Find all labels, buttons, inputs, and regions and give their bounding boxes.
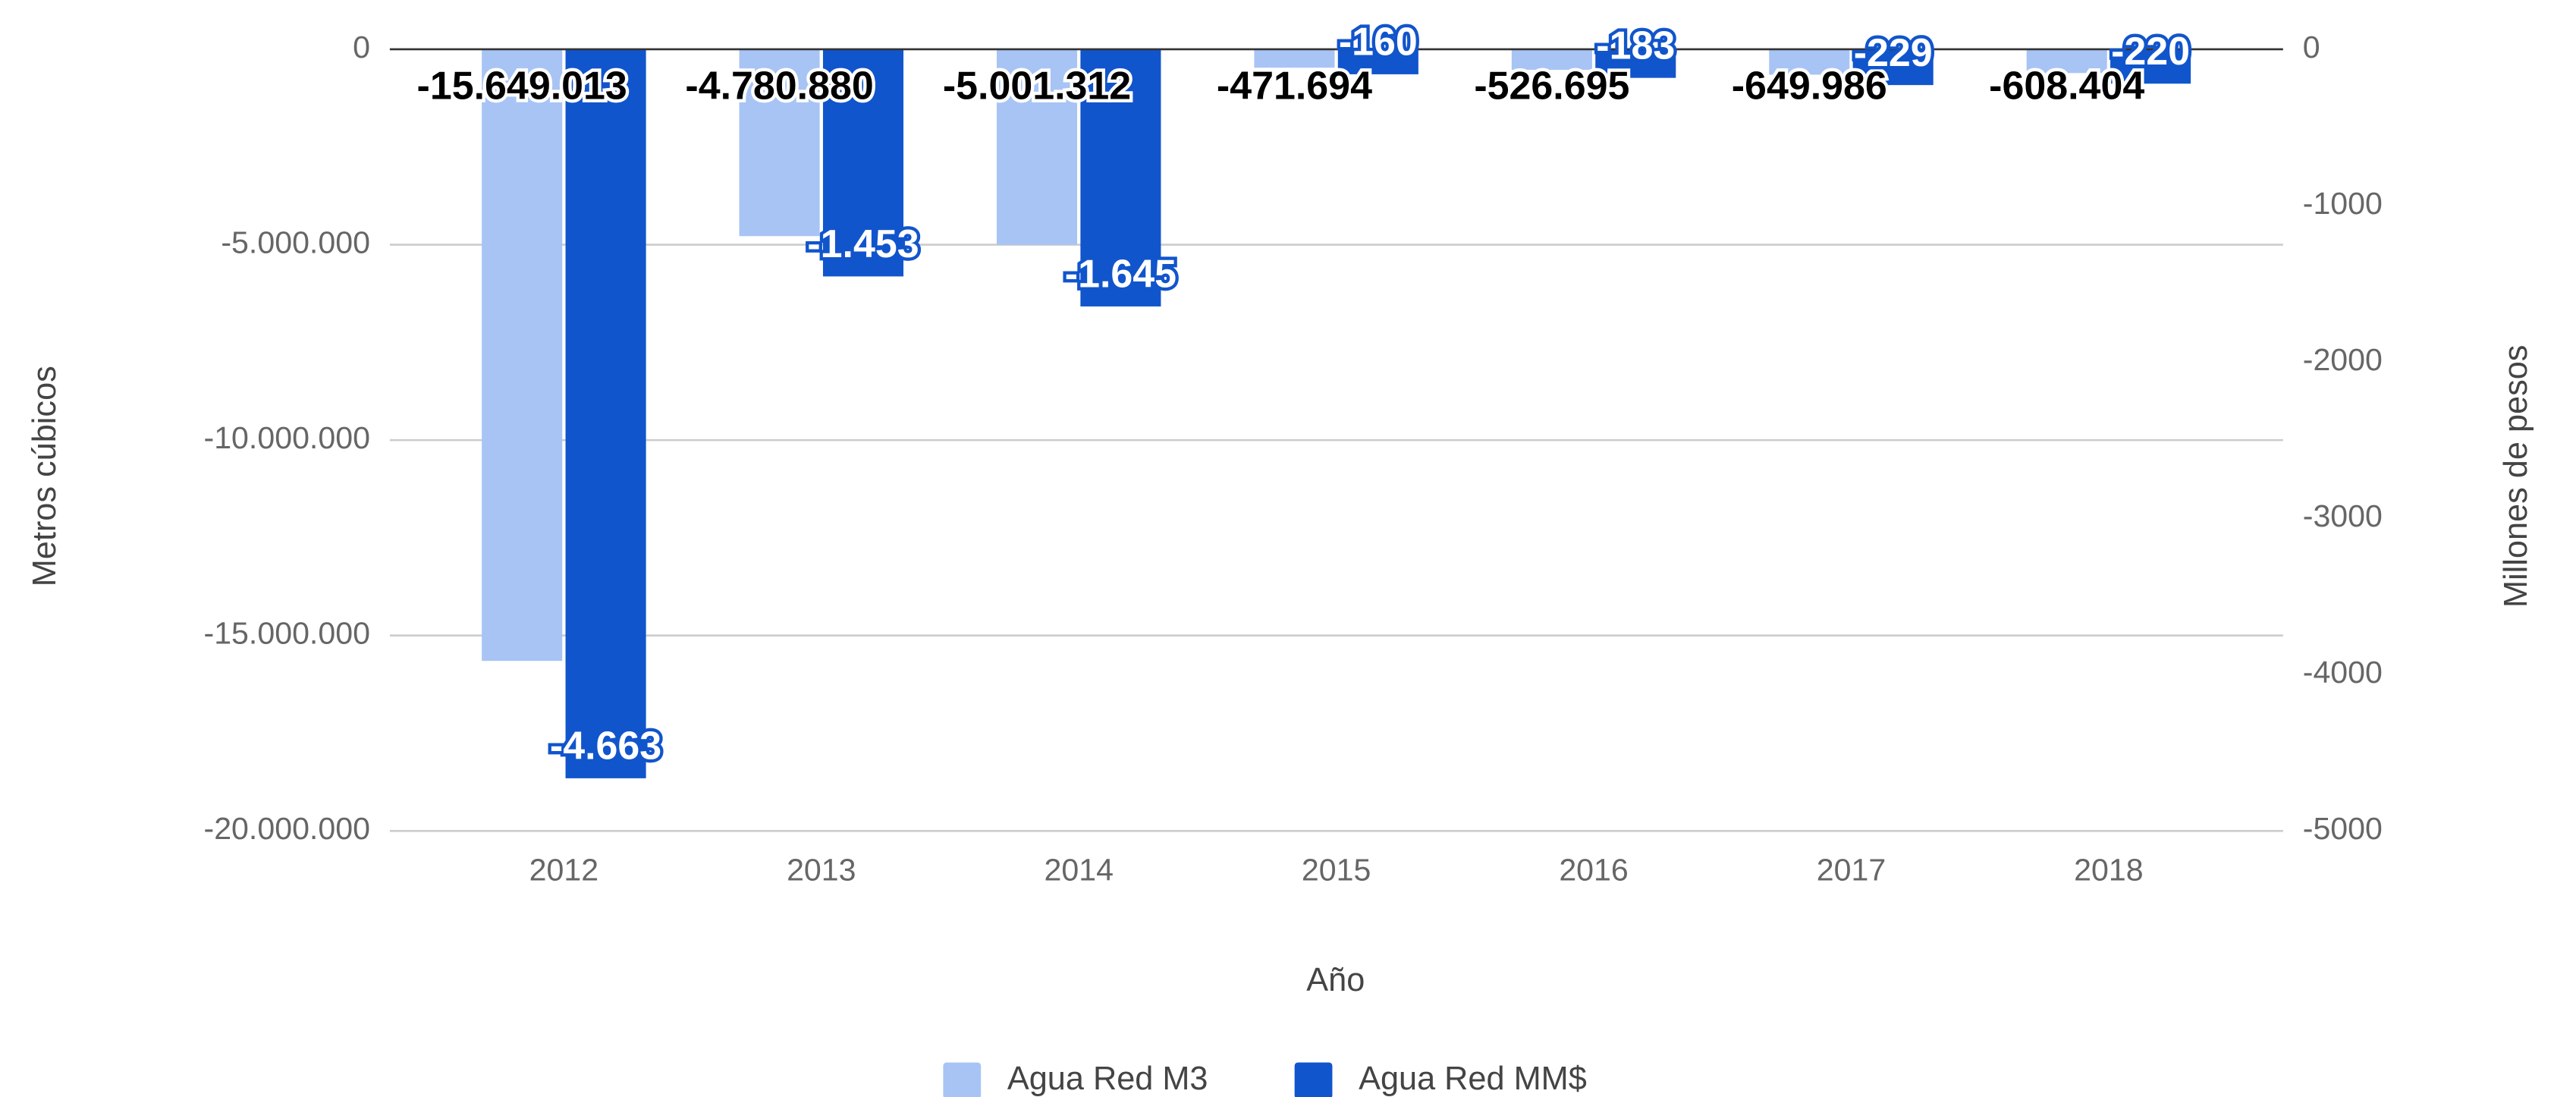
bar: [1852, 49, 1934, 86]
x-tick-label: 2017: [1817, 852, 1886, 887]
y2-tick-label: -2000: [2303, 342, 2383, 377]
data-label: -608.404: [1989, 64, 2144, 108]
bar: [996, 49, 1078, 245]
y2-tick-label: -4000: [2303, 655, 2383, 690]
bar: [1337, 49, 1418, 74]
data-label: -4.780.880: [685, 64, 873, 108]
bar: [482, 49, 563, 662]
y2-axis-title: Millones de pesos: [2498, 345, 2534, 608]
data-label: -471.694: [1217, 64, 1372, 108]
x-tick-label: 2012: [529, 852, 598, 887]
legend-swatch: [1294, 1062, 1333, 1097]
legend-swatch: [943, 1062, 982, 1097]
x-tick-label: 2016: [1559, 852, 1628, 887]
x-tick-label: 2018: [2074, 852, 2143, 887]
data-label: -526.695: [1474, 64, 1629, 108]
y2-tick-label: -5000: [2303, 811, 2383, 846]
y-tick-label: -15.000.000: [204, 616, 370, 651]
data-label: -220: [2111, 30, 2190, 74]
bar: [2110, 49, 2191, 84]
y-tick-label: -5.000.000: [221, 225, 370, 259]
data-label: -4.663: [550, 725, 661, 769]
bar: [822, 49, 904, 277]
data-label: -1.645: [1065, 253, 1176, 297]
y-tick-label: -10.000.000: [204, 420, 370, 455]
y2-tick-label: -3000: [2303, 498, 2383, 533]
bar: [1254, 49, 1335, 68]
x-tick-label: 2013: [787, 852, 856, 887]
y-axis-title: Metros cúbicos: [27, 366, 63, 586]
bar: [739, 49, 820, 237]
data-label: -15.649.013: [417, 64, 627, 108]
y-tick-label: -20.000.000: [204, 811, 370, 846]
data-label: -229: [1854, 31, 1933, 75]
legend-label: Agua Red MM$: [1359, 1061, 1587, 1097]
data-label: -649.986: [1732, 64, 1887, 108]
bar: [1595, 49, 1676, 78]
data-label: -183: [1596, 24, 1675, 68]
data-label: -1.453: [807, 222, 919, 266]
bar: [565, 49, 646, 778]
y2-tick-label: -1000: [2303, 186, 2383, 221]
data-label: -160: [1339, 20, 1418, 64]
bar: [1769, 49, 1850, 75]
x-axis-title: Año: [1306, 962, 1365, 998]
x-tick-label: 2015: [1302, 852, 1371, 887]
legend-label: Agua Red M3: [1007, 1061, 1208, 1097]
data-label: -5.001.312: [943, 64, 1131, 108]
y2-tick-label: 0: [2303, 30, 2320, 64]
x-tick-label: 2014: [1044, 852, 1113, 887]
bar: [1080, 49, 1161, 306]
y-tick-label: 0: [353, 30, 370, 64]
bar: [1511, 49, 1592, 71]
bar: [2026, 49, 2107, 74]
